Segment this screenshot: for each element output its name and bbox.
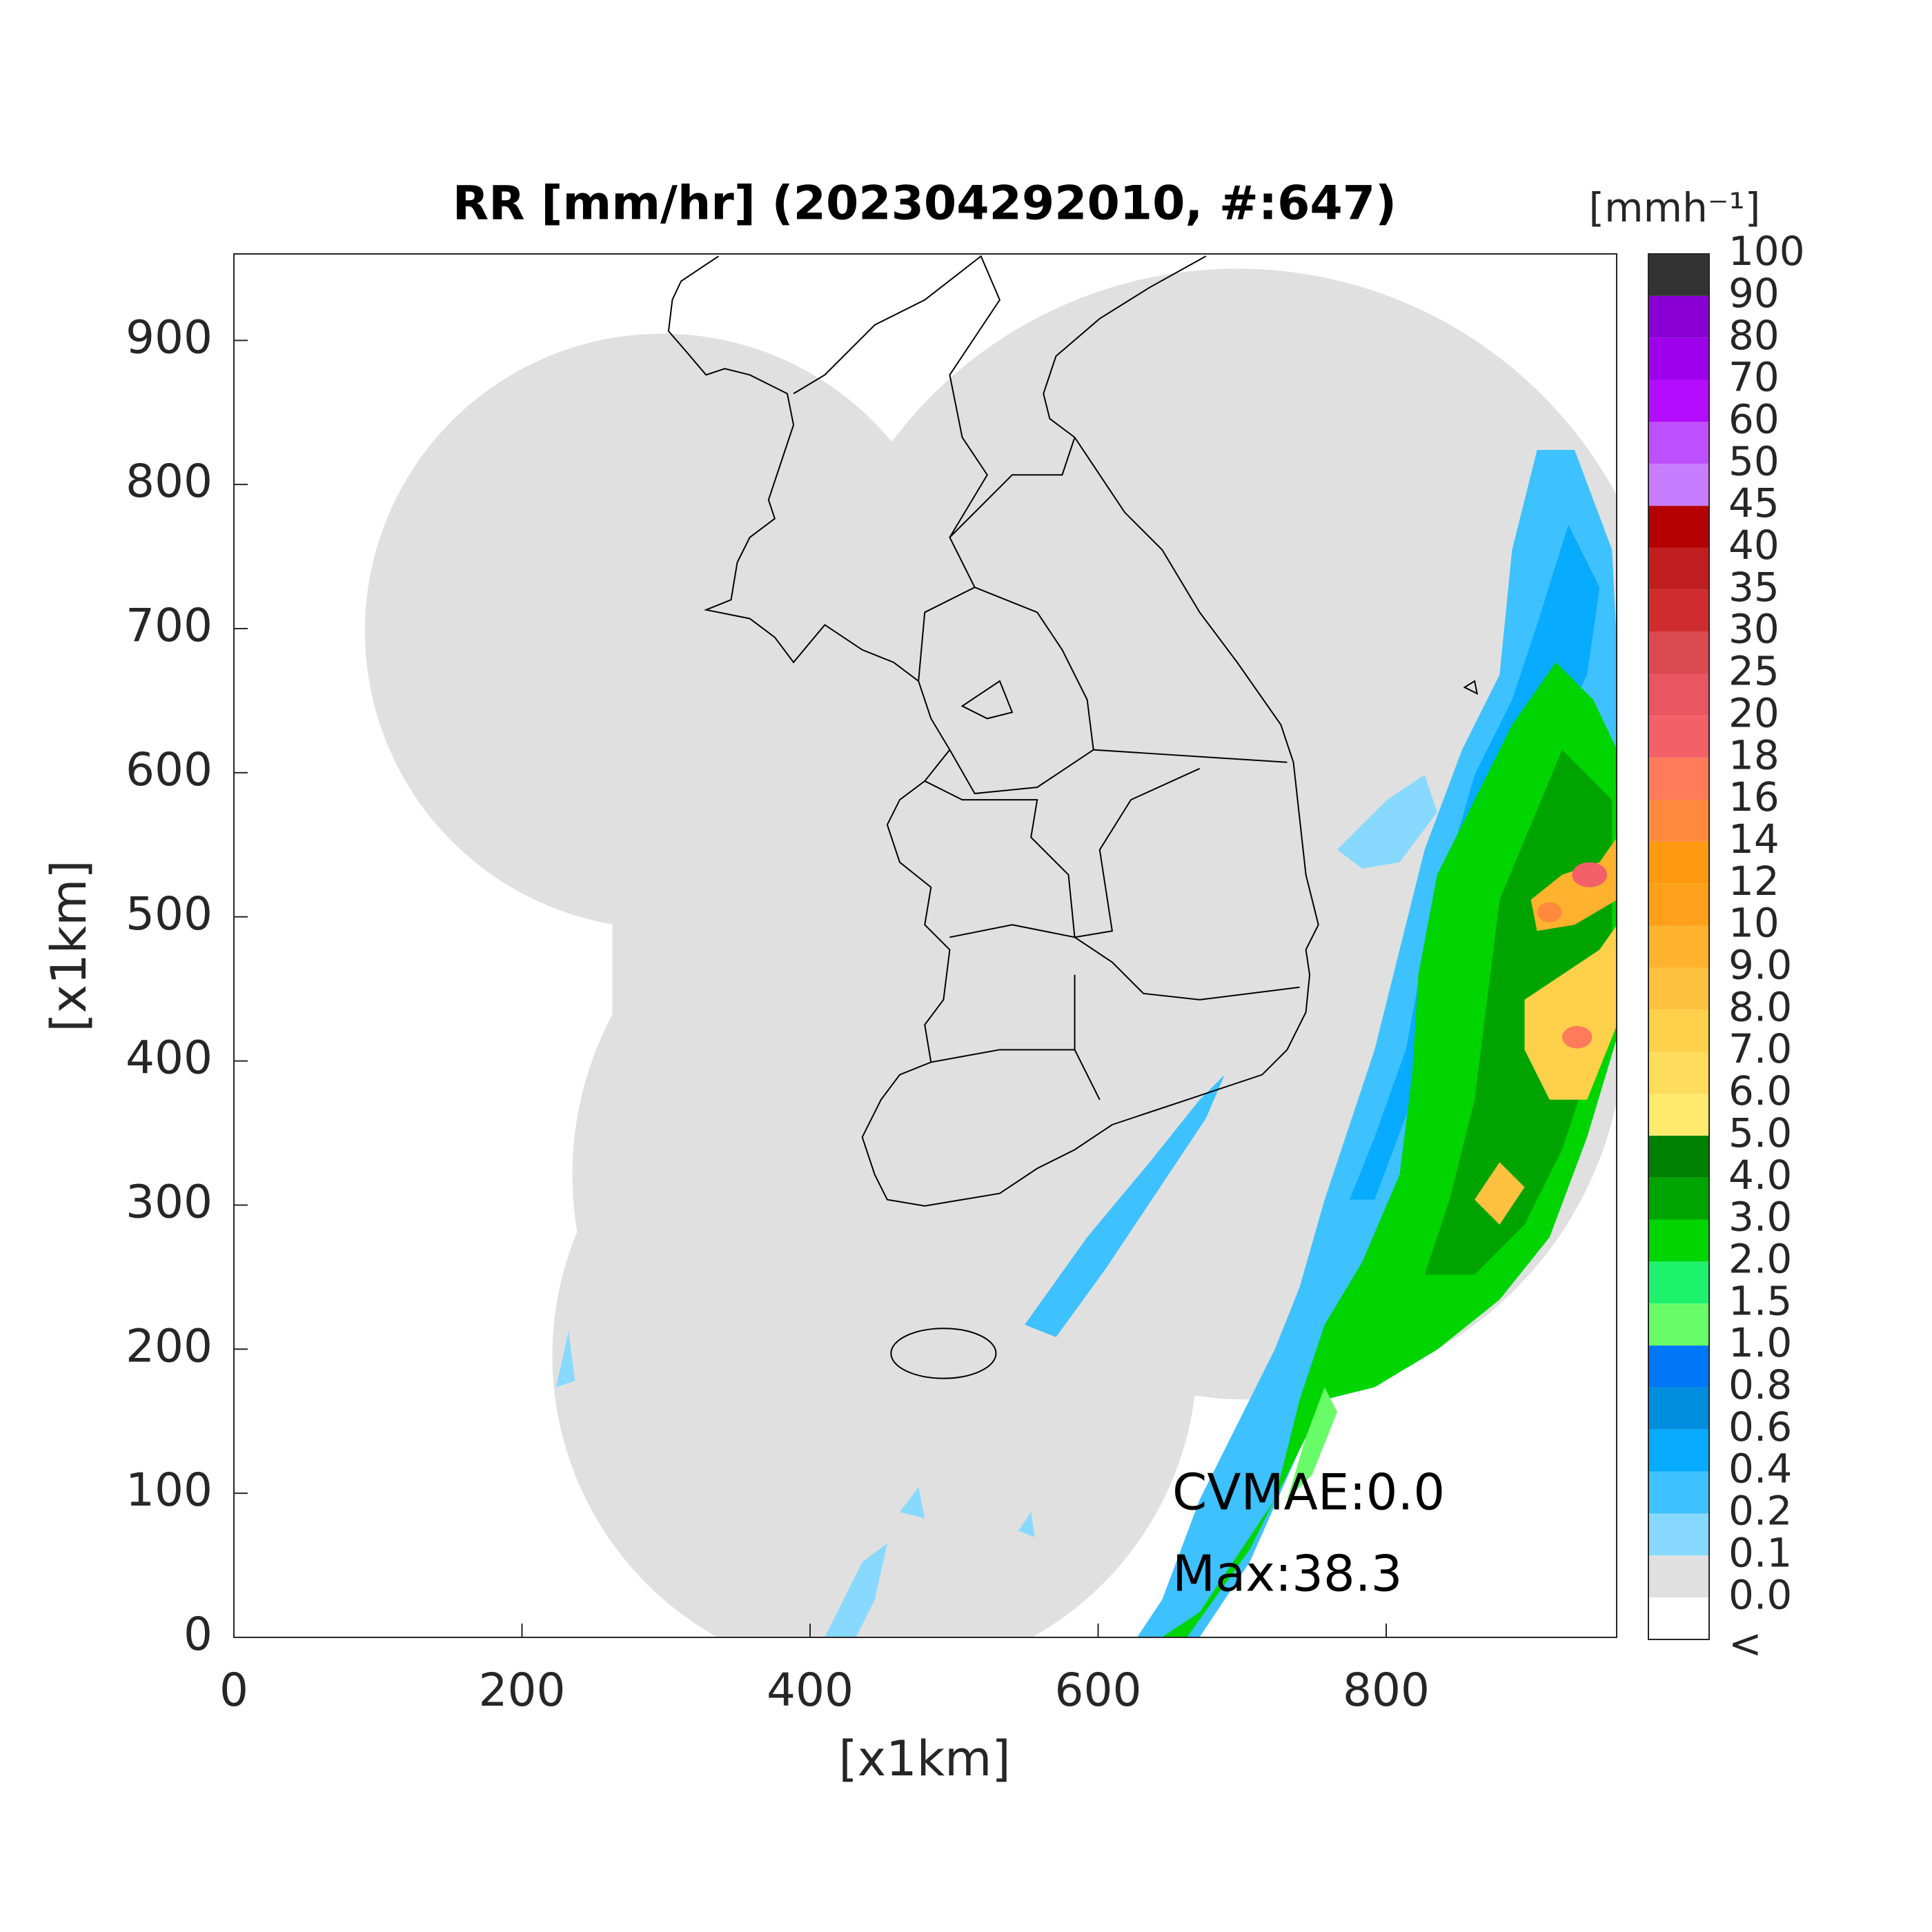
- y-tick-label: 100: [126, 1463, 213, 1517]
- y-tick-label: 200: [126, 1319, 213, 1372]
- colorbar-tick-label: 3.0: [1728, 1194, 1792, 1241]
- colorbar-tick-label: 100: [1728, 228, 1805, 275]
- colorbar-segment: [1648, 254, 1709, 296]
- colorbar-segment: [1648, 506, 1709, 548]
- chart-title: RR [mm/hr] (202304292010, #:647): [453, 177, 1397, 231]
- colorbar-tick-label: 40: [1728, 522, 1780, 569]
- colorbar-segment: [1648, 673, 1709, 716]
- colorbar-tick-label: 8.0: [1728, 983, 1792, 1030]
- colorbar-label: [mmh⁻¹]: [1589, 184, 1761, 231]
- colorbar-tick-label: 2.0: [1728, 1235, 1792, 1282]
- colorbar-tick-label: 70: [1728, 354, 1780, 401]
- colorbar-tick-label: 60: [1728, 396, 1780, 443]
- colorbar-segment: [1648, 1555, 1709, 1598]
- x-tick-label: 200: [479, 1664, 566, 1717]
- y-tick-label: 500: [126, 887, 213, 940]
- colorbar-segment: [1648, 1261, 1709, 1304]
- y-tick-label: 600: [126, 743, 213, 796]
- colorbar-segment: [1648, 589, 1709, 632]
- annotation: CVMAE:0.0: [1172, 1463, 1445, 1521]
- colorbar-tick-label: 25: [1728, 648, 1780, 695]
- colorbar-tick-label: 20: [1728, 689, 1780, 736]
- colorbar-segment: [1648, 422, 1709, 464]
- y-tick-label: 300: [126, 1176, 213, 1229]
- colorbar-segment: [1648, 1597, 1709, 1639]
- colorbar-tick-label: 80: [1728, 312, 1780, 359]
- y-tick-label: 400: [126, 1032, 213, 1085]
- y-axis-label: [x1km]: [41, 860, 97, 1032]
- colorbar-segment: [1648, 1429, 1709, 1472]
- colorbar-tick-label: 14: [1728, 816, 1780, 862]
- colorbar-segment: [1648, 1052, 1709, 1094]
- colorbar-segment: [1648, 716, 1709, 758]
- colorbar-segment: [1648, 1219, 1709, 1262]
- colorbar-tick-label: 4.0: [1728, 1152, 1792, 1199]
- colorbar-segment: [1648, 295, 1709, 338]
- colorbar-tick-label: 0.2: [1728, 1488, 1792, 1535]
- radar-map: [364, 255, 1617, 1637]
- colorbar-tick-label: 30: [1728, 606, 1780, 653]
- colorbar-frame: [1648, 253, 1710, 1640]
- x-tick-label: 0: [219, 1664, 248, 1717]
- colorbar-segment: [1648, 967, 1709, 1010]
- colorbar-segment: [1648, 1135, 1709, 1178]
- colorbar-segment: [1648, 547, 1709, 590]
- colorbar-tick-label: 9.0: [1728, 942, 1792, 989]
- y-tick-label: 0: [184, 1608, 213, 1661]
- colorbar-tick-label: 18: [1728, 731, 1780, 778]
- y-tick-label: 800: [126, 455, 213, 508]
- colorbar-tick-label: 90: [1728, 270, 1780, 317]
- colorbar-tick-label: 1.0: [1728, 1319, 1792, 1366]
- colorbar-segment: [1648, 1471, 1709, 1514]
- colorbar-tick-label: 50: [1728, 437, 1780, 484]
- colorbar-segment: [1648, 464, 1709, 506]
- colorbar-tick-label: 6.0: [1728, 1067, 1792, 1114]
- colorbar-tick-label: 1.5: [1728, 1277, 1792, 1324]
- colorbar-tick-label: 10: [1728, 900, 1780, 947]
- x-tick-label: 600: [1055, 1664, 1142, 1717]
- colorbar-segment: [1648, 337, 1709, 380]
- colorbar-tick-label: 35: [1728, 564, 1780, 611]
- colorbar-segment: [1648, 841, 1709, 884]
- colorbar-segment: [1648, 1387, 1709, 1430]
- colorbar-tick-label: 0.4: [1728, 1446, 1792, 1492]
- colorbar-tick-label: 12: [1728, 858, 1780, 905]
- colorbar-segment: [1648, 883, 1709, 926]
- colorbar-tick-label: 7.0: [1728, 1025, 1792, 1072]
- colorbar-tick-label: 0.1: [1728, 1529, 1792, 1576]
- colorbar-tick-label: 0.0: [1728, 1571, 1792, 1618]
- colorbar-tick-label: <: [1728, 1620, 1762, 1667]
- y-tick-label: 900: [126, 310, 213, 364]
- y-tick-label: 700: [126, 599, 213, 652]
- colorbar-segment: [1648, 379, 1709, 422]
- colorbar-segment: [1648, 758, 1709, 800]
- colorbar-tick-label: 45: [1728, 480, 1780, 526]
- colorbar-segment: [1648, 1513, 1709, 1556]
- colorbar-segment: [1648, 1093, 1709, 1136]
- colorbar-segment: [1648, 800, 1709, 842]
- rain-echo: [555, 449, 1617, 1637]
- colorbar-segment: [1648, 1177, 1709, 1220]
- colorbar-segment: [1648, 1009, 1709, 1052]
- annotation: Max:38.3: [1172, 1545, 1402, 1603]
- colorbar-tick-label: 5.0: [1728, 1110, 1792, 1156]
- colorbar-segment: [1648, 1303, 1709, 1346]
- colorbar-tick-label: 0.8: [1728, 1361, 1792, 1408]
- coastline: [667, 255, 1479, 1379]
- plot-frame: [233, 253, 1617, 1638]
- x-axis-label: [x1km]: [838, 1731, 1010, 1787]
- colorbar-segment: [1648, 925, 1709, 968]
- x-tick-label: 400: [767, 1664, 854, 1717]
- colorbar-segment: [1648, 631, 1709, 674]
- colorbar-tick-label: 16: [1728, 773, 1780, 820]
- colorbar-segment: [1648, 1346, 1709, 1388]
- colorbar-tick-label: 0.6: [1728, 1403, 1792, 1450]
- x-tick-label: 800: [1343, 1664, 1430, 1717]
